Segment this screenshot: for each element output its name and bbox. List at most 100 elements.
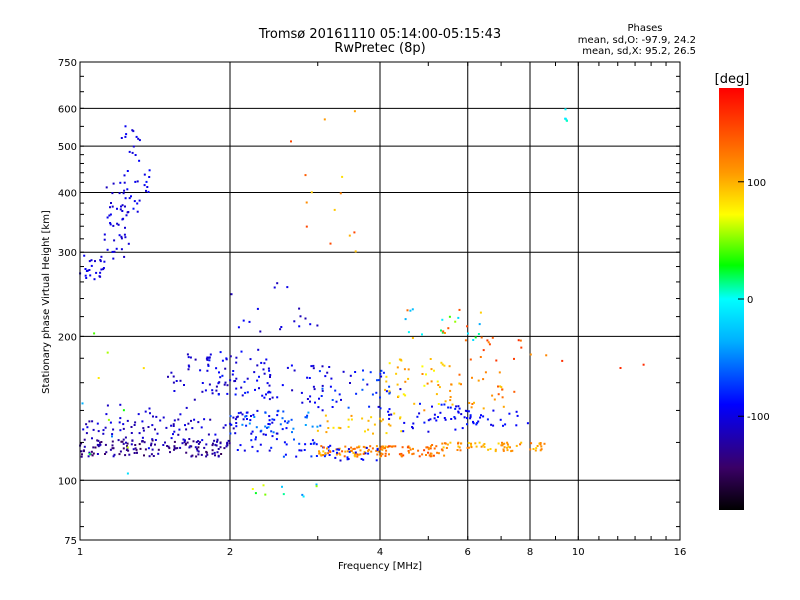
x-tick-label: 16 bbox=[674, 547, 687, 558]
data-point bbox=[120, 137, 123, 139]
data-point bbox=[126, 442, 129, 445]
data-point bbox=[326, 371, 329, 374]
data-point bbox=[151, 424, 154, 427]
data-point bbox=[346, 458, 349, 461]
data-point bbox=[258, 375, 260, 378]
data-point bbox=[443, 417, 446, 419]
data-point bbox=[132, 145, 135, 148]
data-point bbox=[177, 433, 180, 436]
data-point bbox=[256, 450, 259, 453]
data-point bbox=[354, 371, 357, 373]
data-point bbox=[111, 440, 114, 443]
data-point bbox=[152, 455, 155, 457]
data-point bbox=[226, 392, 229, 395]
data-point bbox=[251, 488, 254, 490]
data-point bbox=[91, 420, 94, 423]
data-point bbox=[416, 415, 419, 418]
data-point bbox=[362, 458, 365, 461]
data-point bbox=[369, 371, 372, 374]
data-point bbox=[427, 447, 430, 450]
data-point bbox=[290, 364, 293, 367]
data-point bbox=[292, 427, 295, 430]
data-point bbox=[216, 439, 219, 442]
data-point bbox=[100, 268, 103, 271]
data-point bbox=[457, 411, 460, 414]
data-point bbox=[265, 358, 268, 361]
data-point bbox=[429, 445, 432, 448]
data-point bbox=[124, 135, 127, 138]
data-point bbox=[412, 422, 415, 425]
data-point bbox=[350, 418, 353, 421]
data-point bbox=[281, 485, 283, 488]
data-point bbox=[240, 350, 243, 353]
data-point bbox=[170, 371, 173, 374]
data-point bbox=[449, 441, 452, 444]
data-point bbox=[443, 403, 446, 406]
data-point bbox=[423, 409, 426, 412]
y-tick-label: 100 bbox=[58, 476, 77, 487]
data-point bbox=[342, 370, 345, 373]
data-point bbox=[88, 260, 91, 263]
data-point bbox=[353, 110, 356, 113]
data-point bbox=[277, 409, 280, 412]
data-point bbox=[287, 420, 290, 423]
data-point bbox=[164, 441, 166, 444]
data-point bbox=[447, 406, 450, 409]
data-point bbox=[151, 438, 154, 441]
x-tick-label: 4 bbox=[377, 547, 383, 558]
data-point bbox=[367, 419, 370, 422]
stats-o-line: mean, sd,O: -97.9, 24.2 bbox=[578, 35, 696, 46]
data-point bbox=[229, 415, 232, 418]
data-point bbox=[418, 455, 421, 458]
data-point bbox=[448, 315, 451, 318]
data-point bbox=[147, 447, 150, 450]
data-point bbox=[469, 415, 472, 418]
data-point bbox=[197, 440, 200, 443]
data-point bbox=[378, 447, 380, 450]
data-point bbox=[230, 423, 233, 426]
data-point bbox=[391, 445, 394, 448]
data-point bbox=[113, 453, 116, 456]
data-point bbox=[408, 451, 410, 454]
data-point bbox=[100, 441, 103, 443]
data-point bbox=[332, 426, 335, 429]
data-point bbox=[264, 433, 267, 436]
data-point bbox=[497, 385, 499, 388]
data-point bbox=[301, 401, 304, 404]
data-point bbox=[441, 363, 444, 366]
data-point bbox=[280, 326, 283, 328]
data-point bbox=[197, 450, 200, 453]
data-point bbox=[234, 432, 237, 435]
data-point bbox=[483, 446, 486, 448]
data-point bbox=[246, 377, 249, 380]
data-point bbox=[246, 418, 248, 420]
data-point bbox=[499, 385, 502, 388]
data-point bbox=[399, 388, 402, 391]
data-point bbox=[304, 443, 307, 446]
data-point bbox=[195, 441, 198, 444]
data-point bbox=[388, 392, 391, 395]
data-point bbox=[234, 418, 237, 421]
data-point bbox=[370, 416, 373, 419]
data-point bbox=[299, 315, 302, 318]
data-point bbox=[179, 379, 182, 382]
data-point bbox=[267, 391, 270, 394]
data-point bbox=[315, 443, 318, 446]
data-point bbox=[96, 439, 99, 442]
data-point bbox=[483, 443, 486, 445]
data-point bbox=[371, 393, 374, 396]
data-point bbox=[435, 419, 438, 422]
y-tick-label: 75 bbox=[64, 536, 77, 547]
data-point bbox=[104, 453, 106, 455]
data-point bbox=[321, 387, 324, 390]
data-point bbox=[143, 441, 146, 444]
data-point bbox=[169, 451, 171, 454]
data-point bbox=[502, 443, 505, 446]
data-point bbox=[243, 449, 246, 452]
data-point bbox=[389, 424, 392, 427]
data-point bbox=[310, 365, 313, 368]
data-point bbox=[293, 438, 295, 441]
data-point bbox=[492, 424, 495, 427]
data-point bbox=[256, 364, 259, 367]
data-point bbox=[406, 446, 409, 449]
